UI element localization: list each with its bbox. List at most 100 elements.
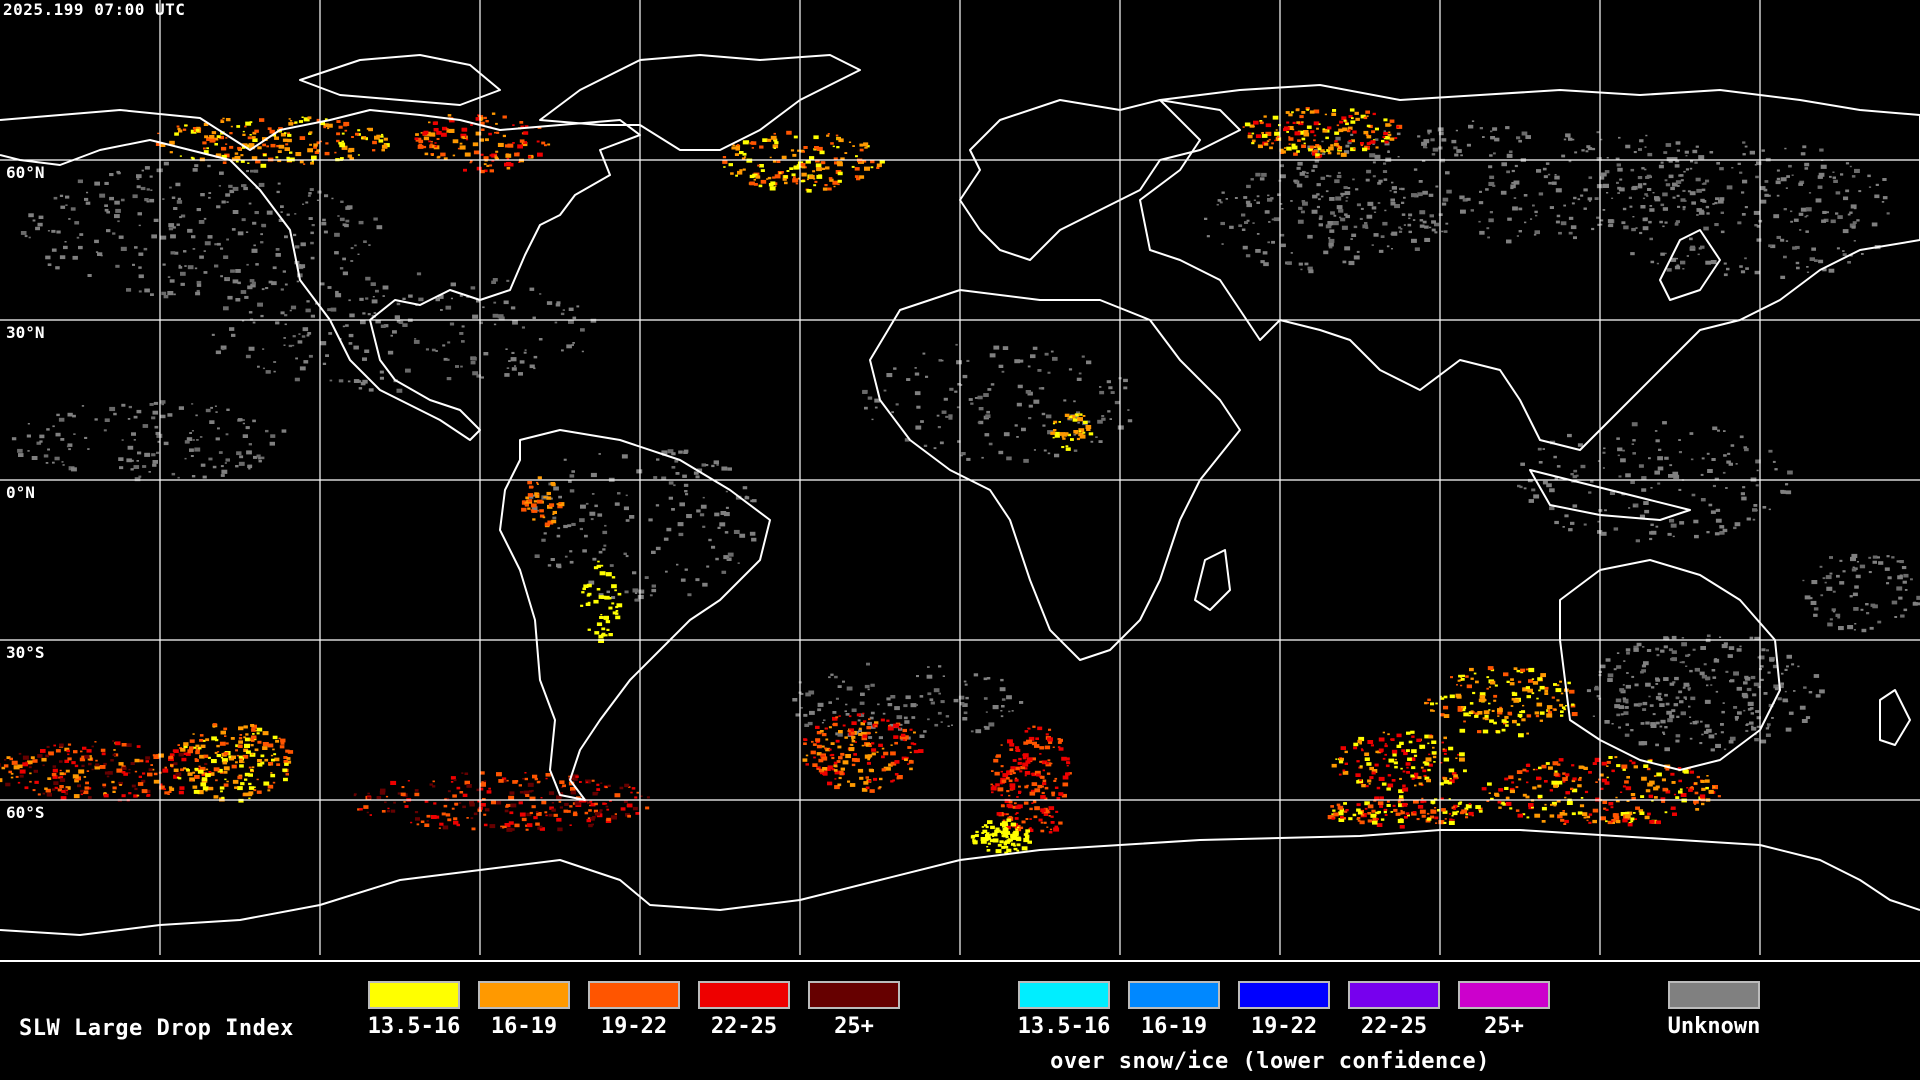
data-pixel bbox=[1044, 745, 1051, 750]
data-pixel bbox=[1620, 458, 1626, 463]
data-pixel bbox=[1440, 713, 1445, 717]
data-pixel bbox=[359, 808, 363, 811]
data-pixel bbox=[860, 722, 865, 726]
data-pixel bbox=[1050, 350, 1054, 353]
data-pixel bbox=[529, 796, 536, 801]
data-pixel bbox=[1051, 794, 1055, 797]
data-pixel bbox=[1746, 687, 1752, 692]
data-pixel bbox=[981, 826, 985, 828]
data-pixel bbox=[1553, 683, 1557, 686]
data-pixel bbox=[1717, 429, 1720, 432]
data-pixel bbox=[1338, 760, 1344, 764]
data-pixel bbox=[1008, 794, 1011, 797]
data-pixel bbox=[1417, 776, 1422, 779]
data-pixel bbox=[548, 482, 553, 486]
data-pixel bbox=[1398, 789, 1404, 794]
data-pixel bbox=[741, 157, 746, 160]
data-pixel bbox=[432, 145, 436, 148]
data-pixel bbox=[248, 786, 255, 790]
data-pixel bbox=[1705, 678, 1709, 681]
data-pixel bbox=[270, 143, 276, 148]
data-pixel bbox=[1534, 813, 1541, 818]
data-pixel bbox=[1568, 160, 1572, 163]
data-pixel bbox=[1044, 352, 1049, 356]
data-pixel bbox=[1449, 818, 1453, 821]
data-pixel bbox=[295, 357, 298, 360]
data-pixel bbox=[284, 235, 288, 239]
data-pixel bbox=[1525, 686, 1530, 690]
data-pixel bbox=[246, 450, 252, 455]
data-pixel bbox=[1405, 812, 1410, 815]
data-pixel bbox=[1038, 387, 1042, 390]
data-pixel bbox=[1722, 528, 1728, 533]
data-pixel bbox=[1507, 217, 1512, 221]
data-pixel bbox=[792, 698, 798, 702]
data-pixel bbox=[1348, 115, 1353, 118]
data-pixel bbox=[254, 748, 259, 752]
data-pixel bbox=[175, 772, 182, 777]
data-pixel bbox=[461, 772, 464, 774]
data-pixel bbox=[524, 349, 527, 351]
data-pixel bbox=[1014, 424, 1018, 427]
data-pixel bbox=[825, 727, 828, 730]
data-pixel bbox=[1619, 688, 1625, 692]
data-pixel bbox=[336, 120, 341, 123]
data-pixel bbox=[80, 789, 84, 793]
data-pixel bbox=[420, 145, 423, 147]
data-pixel bbox=[225, 433, 229, 436]
data-pixel bbox=[1564, 514, 1569, 518]
data-pixel bbox=[253, 455, 258, 459]
data-pixel bbox=[101, 752, 106, 756]
data-pixel bbox=[556, 795, 562, 800]
data-pixel bbox=[1853, 607, 1859, 611]
data-pixel bbox=[1460, 678, 1465, 681]
data-pixel bbox=[999, 687, 1006, 692]
coast-europe bbox=[959, 99, 1241, 261]
data-pixel bbox=[985, 832, 990, 835]
data-pixel bbox=[1014, 359, 1020, 364]
data-pixel bbox=[83, 790, 89, 795]
data-pixel bbox=[1651, 686, 1655, 689]
data-pixel bbox=[86, 770, 90, 772]
data-pixel bbox=[1016, 843, 1021, 847]
data-pixel bbox=[13, 765, 20, 770]
data-pixel bbox=[727, 467, 732, 471]
data-pixel bbox=[1629, 759, 1633, 762]
data-pixel bbox=[61, 789, 66, 793]
data-pixel bbox=[483, 823, 488, 827]
data-pixel bbox=[569, 489, 575, 493]
data-pixel bbox=[1384, 743, 1387, 745]
data-pixel bbox=[45, 754, 49, 758]
data-pixel bbox=[1630, 817, 1635, 821]
data-pixel bbox=[56, 230, 61, 234]
data-pixel bbox=[828, 726, 832, 729]
data-pixel bbox=[1029, 807, 1033, 811]
data-pixel bbox=[1868, 186, 1872, 188]
data-pixel bbox=[1645, 134, 1648, 137]
data-pixel bbox=[1245, 254, 1251, 258]
data-pixel bbox=[1623, 711, 1629, 715]
data-pixel bbox=[1833, 179, 1838, 183]
data-pixel bbox=[1719, 167, 1724, 171]
data-pixel bbox=[78, 769, 85, 774]
data-pixel bbox=[1523, 487, 1527, 490]
data-pixel bbox=[1568, 137, 1573, 141]
data-pixel bbox=[1602, 451, 1606, 454]
data-pixel bbox=[1363, 130, 1369, 135]
data-pixel bbox=[1277, 193, 1281, 196]
data-pixel bbox=[1424, 225, 1429, 229]
data-pixel bbox=[1511, 691, 1515, 694]
data-pixel bbox=[308, 192, 312, 195]
data-pixel bbox=[1028, 417, 1032, 420]
data-pixel bbox=[671, 508, 675, 511]
data-pixel bbox=[222, 161, 227, 164]
data-pixel bbox=[214, 751, 218, 754]
data-pixel bbox=[1070, 414, 1076, 419]
data-pixel bbox=[1035, 737, 1039, 740]
data-pixel bbox=[1411, 811, 1417, 816]
data-pixel bbox=[235, 761, 238, 764]
data-pixel bbox=[479, 138, 484, 142]
data-pixel bbox=[497, 142, 504, 147]
data-pixel bbox=[243, 186, 248, 191]
data-pixel bbox=[1033, 815, 1038, 819]
